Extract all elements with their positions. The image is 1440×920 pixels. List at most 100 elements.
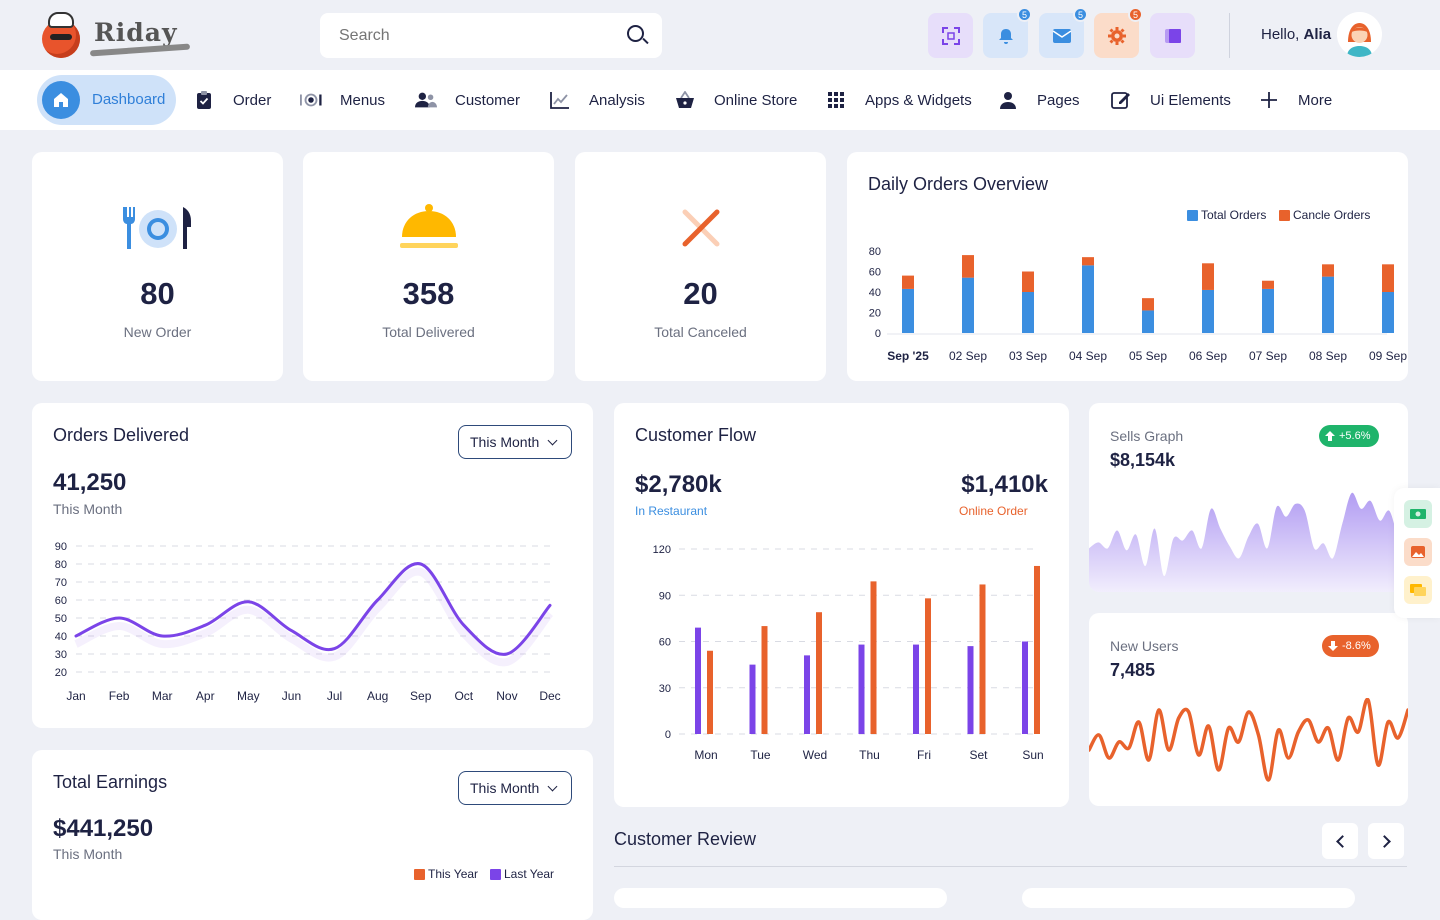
nav-item-analysis[interactable]: Analysis [549, 70, 645, 130]
notifications-button[interactable]: 5 [983, 7, 1032, 58]
avatar[interactable] [1337, 12, 1382, 57]
total-delivered-value: 358 [402, 276, 455, 311]
y-tick-label: 70 [55, 577, 67, 589]
nav-label-order: Order [233, 91, 272, 109]
x-tick-label: Fri [917, 748, 931, 762]
message-count-badge: 5 [1073, 7, 1088, 22]
x-tick-label: Wed [803, 748, 827, 762]
nav-item-ui-elements[interactable]: Ui Elements [1110, 70, 1231, 130]
online-order-caption: Online Order [959, 504, 1028, 518]
bar-total-orders [1382, 292, 1394, 333]
nav-label-apps-widgets: Apps & Widgets [865, 91, 972, 109]
clipboard-icon [193, 89, 215, 111]
legend-swatch [490, 868, 501, 880]
nav-label-more: More [1298, 91, 1333, 109]
y-tick-label: 120 [653, 544, 671, 556]
nav-item-customer[interactable]: Customer [415, 70, 520, 130]
top-bar: Riday 5 5 5 Hello, Alia [0, 0, 1440, 70]
x-tick-label: May [237, 689, 260, 703]
legend-swatch [1187, 209, 1198, 221]
bar-total-orders [1262, 288, 1274, 333]
side-quick-panel [1394, 488, 1440, 618]
legend-swatch [414, 868, 425, 880]
nav-item-online-store[interactable]: Online Store [674, 70, 797, 130]
fullscreen-button[interactable] [928, 13, 973, 58]
review-card [614, 888, 947, 908]
chat-icon[interactable] [1404, 576, 1432, 604]
sells-graph-title: Sells Graph [1110, 428, 1184, 444]
orders-delivered-value: 41,250 [53, 469, 127, 496]
in-restaurant-value: $2,780k [635, 471, 722, 498]
user-name: Alia [1303, 26, 1332, 43]
line-shadow [74, 567, 554, 667]
total-earnings-filter-dropdown[interactable]: This Month [458, 771, 572, 805]
brand-logo[interactable]: Riday [38, 12, 198, 62]
sells-area-chart [1089, 492, 1408, 592]
nav-item-more[interactable]: More [1258, 70, 1332, 130]
nav-label-online-store: Online Store [714, 91, 798, 109]
layout-icon [1164, 28, 1181, 43]
home-icon-circle [42, 81, 80, 119]
legend-last-year[interactable]: Last Year [490, 867, 554, 881]
layout-button[interactable] [1150, 13, 1195, 58]
legend-label: Total Orders [1201, 208, 1267, 222]
settings-button[interactable]: 5 [1094, 7, 1143, 58]
bar-cancel-orders [1262, 280, 1274, 289]
nav-label-customer: Customer [455, 91, 521, 109]
nav-item-dashboard[interactable]: Dashboard [37, 75, 176, 125]
x-tick-label: Mar [152, 689, 173, 703]
edit-icon [1110, 89, 1132, 111]
new-users-change-badge: -8.6% [1322, 635, 1379, 657]
messages-button[interactable]: 5 [1039, 7, 1088, 58]
nav-label-ui-elements: Ui Elements [1150, 91, 1231, 109]
search-icon[interactable] [627, 25, 644, 42]
bar-cancel-orders [902, 275, 914, 289]
orders-delivered-filter-dropdown[interactable]: This Month [458, 425, 572, 459]
nav-item-apps-widgets[interactable]: Apps & Widgets [825, 70, 972, 130]
brand-name: Riday [94, 18, 178, 47]
review-prev-button[interactable] [1322, 823, 1358, 859]
image-icon[interactable] [1404, 538, 1432, 566]
bar-series-2 [761, 626, 768, 734]
new-order-value: 80 [140, 276, 175, 311]
y-tick-label: 60 [55, 595, 67, 607]
y-tick-label: 40 [869, 287, 881, 299]
bar-total-orders [1322, 276, 1334, 333]
x-tick-label: Thu [859, 748, 880, 762]
cash-icon[interactable] [1404, 500, 1432, 528]
arrow-up-icon [1325, 431, 1335, 441]
sells-change-badge: +5.6% [1319, 425, 1379, 447]
greeting-text: Hello, [1261, 26, 1300, 43]
y-tick-label: 40 [55, 631, 67, 643]
notification-count-badge: 5 [1017, 7, 1032, 22]
x-tick-label: Sun [1022, 748, 1043, 762]
nav-label-pages: Pages [1037, 91, 1080, 109]
x-tick-label: Dec [539, 689, 560, 703]
nav-item-pages[interactable]: Pages [997, 70, 1080, 130]
bar-series-1 [695, 627, 701, 734]
bar-total-orders [1082, 265, 1094, 333]
y-tick-label: 30 [55, 649, 67, 661]
review-next-button[interactable] [1368, 823, 1404, 859]
header-divider [1229, 13, 1230, 58]
x-tick-label: 02 Sep [949, 349, 987, 363]
legend-this-year[interactable]: This Year [414, 867, 478, 881]
bar-series-1 [749, 664, 756, 734]
x-tick-label: Oct [454, 689, 473, 703]
new-order-card: 80 New Order [32, 152, 283, 381]
legend-total-orders[interactable]: Total Orders [1187, 208, 1266, 222]
search-box [320, 13, 662, 58]
nav-item-menus[interactable]: Menus [300, 70, 385, 130]
online-order-value: $1,410k [961, 471, 1048, 498]
x-tick-label: 07 Sep [1249, 349, 1287, 363]
x-tick-label: Sep '25 [887, 349, 929, 363]
legend-cancel-orders[interactable]: Cancle Orders [1279, 208, 1370, 222]
area-series [1089, 492, 1408, 592]
search-input[interactable] [320, 13, 620, 58]
y-tick-label: 30 [659, 683, 671, 695]
y-tick-label: 0 [665, 729, 671, 741]
customer-flow-title: Customer Flow [635, 425, 757, 445]
grid-icon [825, 89, 847, 111]
plus-icon [1258, 89, 1280, 111]
nav-item-order[interactable]: Order [193, 70, 271, 130]
